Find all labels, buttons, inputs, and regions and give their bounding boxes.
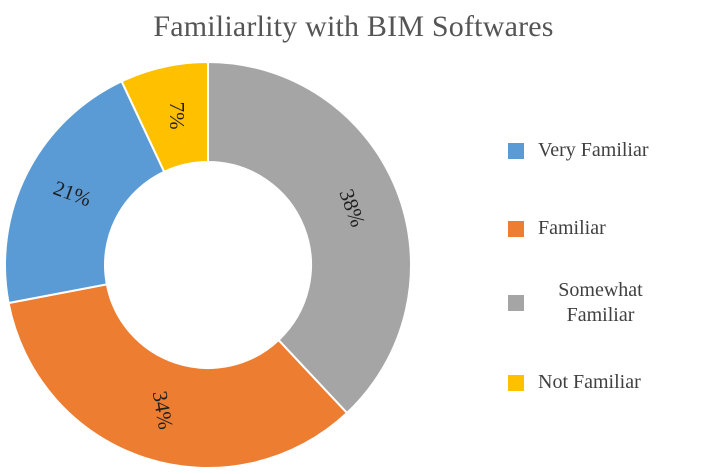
donut-slices <box>4 60 412 469</box>
legend-swatch-very-familiar <box>508 142 524 159</box>
legend-item-familiar: Familiar <box>508 216 606 241</box>
legend-label-not-familiar: Not Familiar <box>538 371 641 393</box>
chart-title: Familiarlity with BIM Softwares <box>153 10 554 43</box>
legend-item-somewhat-familiar: Somewhat Familiar <box>508 278 678 328</box>
legend-label-very-familiar: Very Familiar <box>538 139 649 161</box>
legend-swatch-somewhat-familiar <box>508 295 524 311</box>
legend-item-very-familiar: Very Familiar <box>508 138 649 163</box>
legend-item-not-familiar: Not Familiar <box>508 370 641 395</box>
slice-label-not-familiar: 7% <box>165 102 189 130</box>
slice-somewhat-familiar <box>207 60 412 415</box>
legend-label-somewhat-familiar: Somewhat Familiar <box>558 279 643 326</box>
slice-very-familiar <box>4 79 166 305</box>
legend-label-familiar: Familiar <box>538 217 606 239</box>
slice-familiar <box>7 283 349 469</box>
legend-swatch-not-familiar <box>508 374 524 391</box>
legend-swatch-familiar <box>508 220 524 237</box>
